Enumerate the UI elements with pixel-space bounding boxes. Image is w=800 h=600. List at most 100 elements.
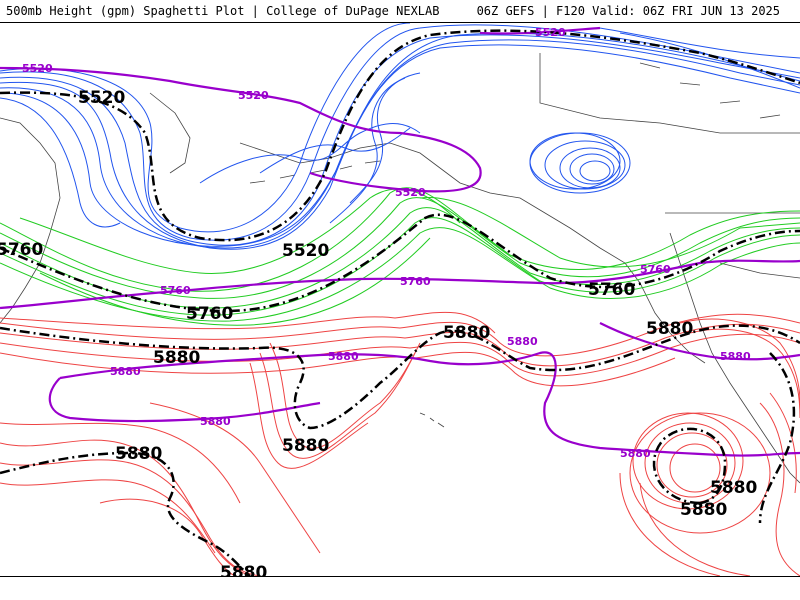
mean-label-5760-center: 5760 [186,304,233,324]
member-line [259,127,411,174]
clim-label-5880-center: 5880 [328,350,359,363]
climatology-labels: 5520 5520 5520 5520 5760 5760 5760 5880 … [22,26,751,460]
mean-5520-line [0,29,800,242]
member-line [149,402,321,554]
member-line [199,123,421,184]
mean-label-5880-west: 5880 [153,348,200,368]
high-center-member [632,412,744,510]
contours-5520-members [0,23,800,250]
member-line [19,188,461,274]
member-line [0,34,800,246]
member-line [0,227,800,322]
member-line [639,482,751,576]
clim-label-5520-north: 5520 [535,26,566,39]
map-panel: 5520 5520 5760 5760 5760 5880 5880 5880 … [0,22,800,577]
member-line [419,196,800,268]
contours-5760-members [0,187,800,326]
member-line [619,472,721,576]
cutoff-low-member [559,147,621,189]
member-line [599,27,800,59]
aleutian-islands [249,160,381,184]
mean-5880-line [0,324,800,430]
member-line [0,439,251,576]
high-center-member [656,432,728,498]
mean-label-5880-trough: 5880 [282,436,329,456]
model-run-info: 06Z GEFS | F120 Valid: 06Z FRI JUN 13 20… [476,4,780,18]
header-bar: 500mb Height (gpm) Spaghetti Plot | Coll… [0,0,800,22]
member-line [0,32,800,247]
footer-bar [0,577,800,600]
mean-label-5880-high-upper: 5880 [710,478,757,498]
clim-label-5760-west: 5760 [160,284,191,297]
coastlines [0,53,800,484]
member-line [0,24,800,241]
clim-5520-line [0,66,482,193]
cutoff-low-member [579,160,611,182]
member-line [259,352,416,459]
mean-5880-south [0,451,251,576]
member-line [0,217,800,316]
member-line [689,328,800,419]
plot-title: 500mb Height (gpm) Spaghetti Plot | Coll… [6,4,440,18]
clim-label-5520-east: 5520 [395,186,426,199]
member-line [99,498,236,576]
hawaii-islands [419,412,445,428]
member-line [0,323,800,367]
clim-label-5880-east: 5880 [720,350,751,363]
clim-label-5880-south: 5880 [200,415,231,428]
us-west-coast [669,232,800,484]
mean-labels: 5520 5520 5760 5760 5760 5880 5880 5880 … [0,88,757,576]
clim-5880-line [59,351,800,457]
member-line [0,479,216,554]
member-line [0,311,496,334]
clim-label-5880-mid: 5880 [507,335,538,348]
mean-5880-east [758,352,796,524]
member-line [39,237,431,326]
asia-coast [0,117,61,324]
high-center-member [669,443,721,493]
mean-label-5520-center: 5520 [282,241,329,261]
alaska-coast [239,142,706,364]
clim-label-5520-center: 5520 [238,89,269,102]
member-line [0,313,800,357]
climatology-contours [0,26,800,457]
clim-label-5880-west: 5880 [110,365,141,378]
member-line [0,97,121,228]
member-line [329,77,406,224]
clim-5760-line [0,259,800,310]
arctic-islands [639,62,781,119]
clim-label-5880-southeast: 5880 [620,447,651,460]
cutoff-low-member [529,132,621,190]
clim-label-5760-east: 5760 [640,263,671,276]
mean-label-5760-west: 5760 [0,240,43,260]
mexico-outline [719,262,800,279]
clim-label-5760-center: 5760 [400,275,431,288]
kamchatka-coast [149,92,191,174]
member-line [269,342,421,449]
spaghetti-map: 5520 5520 5760 5760 5760 5880 5880 5880 … [0,23,800,576]
member-line [0,44,800,250]
mean-label-5880-southwest: 5880 [115,444,162,464]
member-line [249,362,369,469]
mean-5880-high [652,427,727,505]
member-line [769,392,797,494]
member-line [759,402,800,576]
clim-5880-south [48,377,321,423]
mean-label-5760-east: 5760 [588,280,635,300]
cutoff-low-member [544,140,626,190]
clim-label-5520-west: 5520 [22,62,53,75]
ensemble-mean-contours [0,29,800,576]
high-center-member [629,412,771,534]
contours-5880-members [0,311,800,576]
member-line [0,422,241,504]
clim-5880-east [599,322,800,361]
canada-border [539,53,800,134]
member-line [0,459,261,576]
member-line [0,39,800,249]
mean-label-5880-center: 5880 [443,323,490,343]
cutoff-low-member [569,153,615,185]
mean-label-5520-west: 5520 [78,88,125,108]
mean-label-5880-bottom: 5880 [220,563,267,576]
member-line [0,333,800,377]
mean-label-5880-east: 5880 [646,319,693,339]
